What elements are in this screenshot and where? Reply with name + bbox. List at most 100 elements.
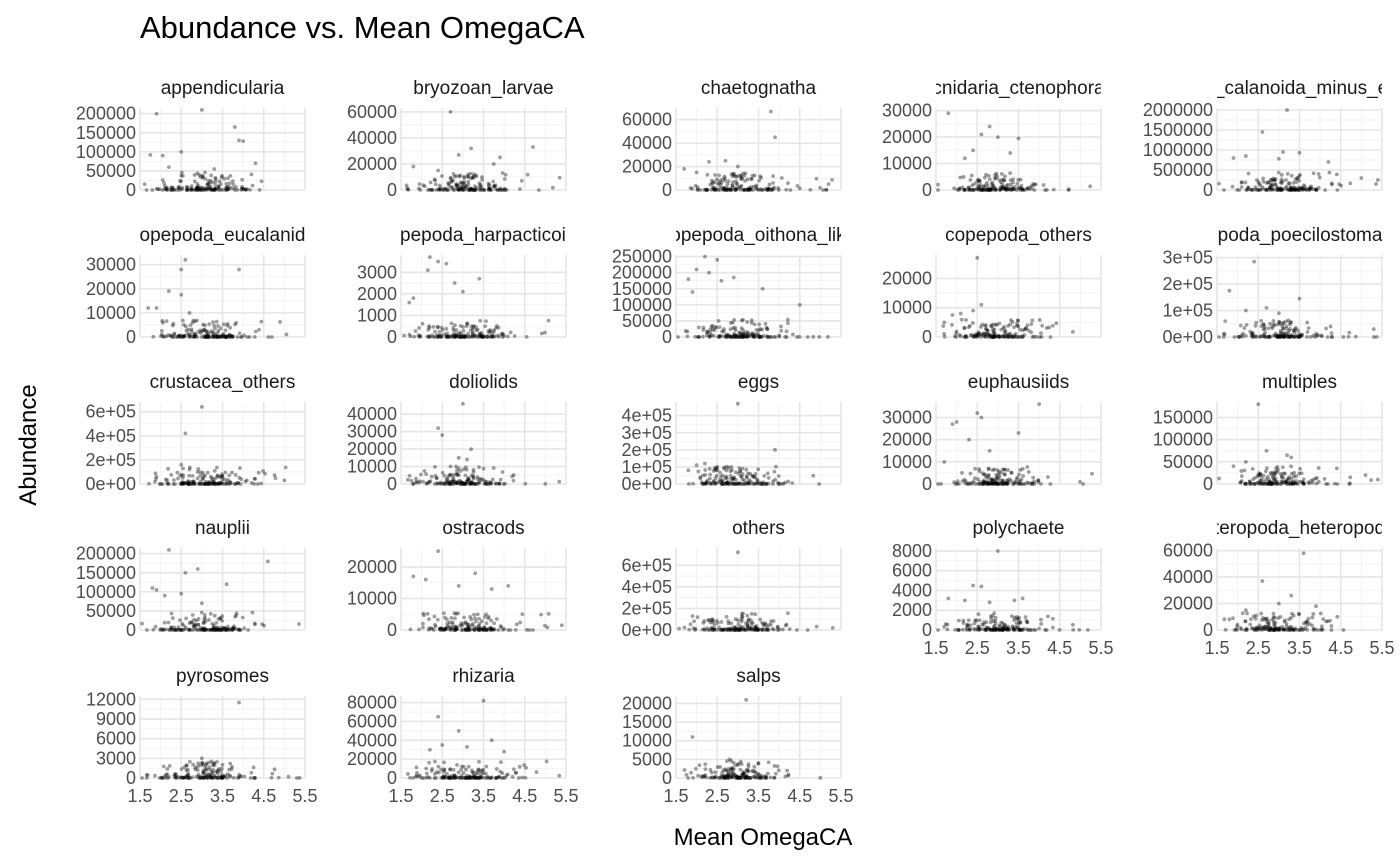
scatter-point [766,186,770,191]
scatter-point [991,334,996,339]
scatter-point [180,187,184,192]
scatter-point [408,627,413,632]
scatter-point [484,612,488,617]
scatter-point [744,332,749,337]
scatter-point [1020,187,1025,192]
scatter-point [721,627,726,632]
scatter-point [437,187,442,192]
scatter-point [211,335,216,339]
scatter-point [1270,188,1275,192]
scatter-point [1081,482,1085,486]
scatter-point [961,618,966,623]
scatter-point [465,321,469,326]
scatter-point [160,153,165,158]
scatter-point [764,325,769,330]
scatter-point [1305,187,1309,192]
scatter-point [412,334,417,339]
scatter-point [1019,477,1024,482]
scatter-point [987,600,992,605]
scatter-point [429,187,433,192]
scatter-point [1240,611,1245,616]
x-tick-label: 2.5 [169,786,194,806]
scatter-point [426,327,431,332]
scatter-point [977,178,982,183]
scatter-point [499,188,503,192]
scatter-point [458,173,463,178]
scatter-point [454,174,459,178]
scatter-point [1305,622,1310,627]
scatter-point [784,329,789,334]
scatter-point [461,181,465,186]
scatter-point [450,335,455,339]
scatter-point [169,611,174,616]
scatter-point [164,334,168,339]
scatter-point [440,174,444,178]
scatter-point [1009,187,1014,192]
scatter-point [195,185,200,190]
scatter-point [1307,481,1312,486]
scatter-point [190,481,195,486]
scatter-point [193,333,198,337]
scatter-point [148,153,153,157]
scatter-point [161,334,165,339]
scatter-point [500,331,505,336]
scatter-point [688,186,693,190]
scatter-point [426,334,431,339]
scatter-point [458,334,463,339]
scatter-point [184,616,189,621]
scatter-point [990,335,995,339]
scatter-point [1324,326,1329,331]
scatter-point [971,148,976,153]
scatter-point [739,175,744,180]
scatter-point [970,321,975,325]
scatter-point [171,478,176,482]
scatter-point [197,173,202,177]
scatter-point [417,182,422,186]
scatter-point [436,335,440,339]
scatter-point [1015,335,1019,339]
scatter-point [1292,188,1297,192]
scatter-point [972,334,977,338]
scatter-point [198,479,203,484]
scatter-point [987,187,992,192]
scatter-point [472,612,476,617]
facet-points [682,109,834,192]
scatter-point [492,621,497,626]
scatter-point [162,183,167,188]
scatter-point [708,472,713,477]
scatter-point [215,775,220,780]
facet-strip-label: eggs [738,372,779,393]
scatter-point [1314,604,1318,609]
scatter-point [177,188,182,192]
scatter-point [459,186,463,191]
scatter-point [702,619,707,623]
scatter-point [460,184,465,189]
scatter-point [1353,334,1358,339]
scatter-point [765,327,770,331]
scatter-point [979,584,984,589]
scatter-point [987,333,992,338]
scatter-point [199,404,204,409]
scatter-point [454,611,459,616]
scatter-point [976,332,981,336]
scatter-point [776,474,781,479]
scatter-point [1305,619,1309,624]
scatter-point [1248,481,1253,486]
scatter-point [184,188,189,192]
scatter-point [1256,188,1261,192]
scatter-point [1022,327,1027,332]
scatter-point [1329,624,1334,628]
scatter-point [160,320,165,325]
y-tick-label: 30000 [347,422,397,442]
scatter-point [971,335,976,339]
scatter-point [181,473,186,478]
scatter-point [990,628,995,632]
scatter-point [225,772,230,777]
scatter-point [701,473,705,478]
facet-points [1217,259,1379,339]
scatter-point [488,328,493,332]
scatter-point [470,330,475,335]
scatter-point [471,187,476,192]
scatter-point [180,335,184,339]
